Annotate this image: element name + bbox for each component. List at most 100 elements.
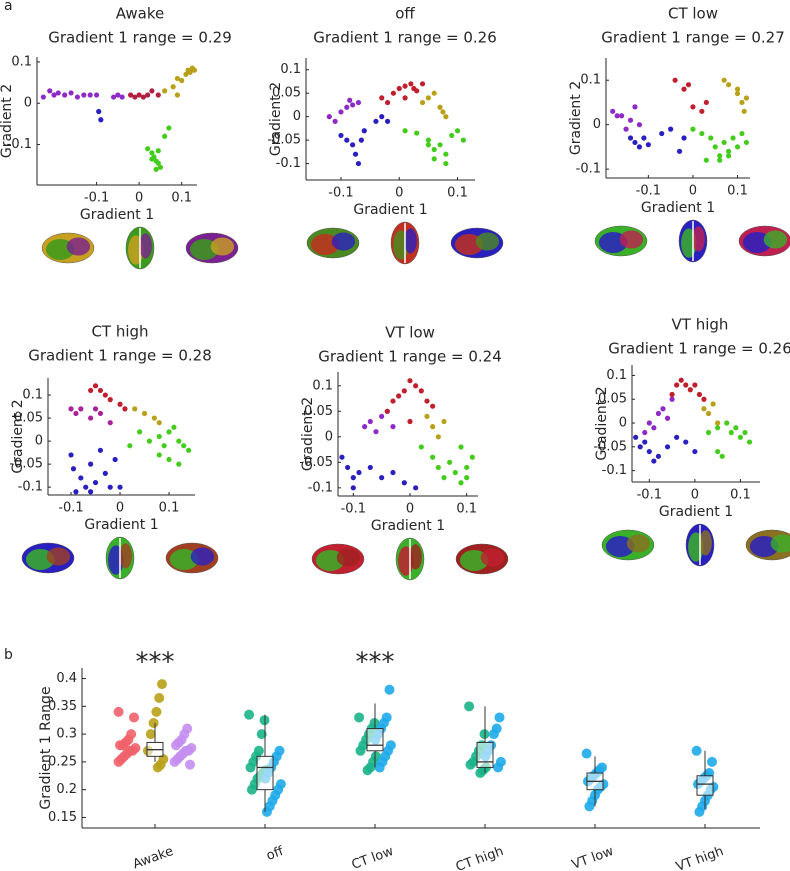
point	[145, 146, 151, 152]
brain-region	[336, 548, 361, 567]
point	[47, 88, 53, 94]
significance: ***	[356, 648, 395, 678]
point	[660, 406, 666, 412]
point	[681, 135, 687, 141]
point	[113, 706, 124, 717]
y-axis-label: Gradient 1 Range	[38, 686, 54, 809]
point	[743, 139, 750, 146]
point	[390, 424, 396, 430]
point	[148, 718, 159, 728]
point	[113, 756, 124, 767]
x-tick-label: -0.1	[58, 501, 83, 516]
point	[355, 160, 362, 167]
x-tick-label: 0	[689, 184, 697, 199]
x-tick-label: CT high	[454, 844, 506, 871]
x-tick-label: -0.1	[328, 186, 353, 201]
point	[705, 410, 712, 417]
point	[692, 382, 698, 388]
point	[390, 469, 396, 476]
y-tick-label: 0.3	[56, 727, 77, 742]
point	[117, 401, 123, 407]
point	[73, 410, 79, 417]
point	[715, 425, 721, 431]
point	[166, 429, 172, 435]
point	[176, 438, 182, 444]
point	[146, 438, 153, 444]
point	[162, 88, 168, 94]
y-tick-label: 0	[293, 109, 301, 124]
point	[721, 77, 727, 83]
x-axis-label: Gradient 1	[659, 504, 733, 520]
chart-subtitle: Gradient 1 range = 0.27	[601, 29, 785, 47]
point	[151, 415, 157, 421]
point	[425, 95, 431, 101]
point	[402, 95, 408, 101]
point	[715, 448, 721, 455]
brain-region	[626, 534, 651, 553]
y-tick-label: 0.1	[312, 378, 333, 393]
point	[326, 114, 332, 120]
point	[185, 759, 195, 770]
chart-title: CT high	[91, 323, 148, 341]
point	[174, 75, 181, 82]
point	[674, 382, 680, 388]
brain-region	[404, 228, 417, 254]
y-tick-label: 0.05	[14, 411, 43, 426]
point	[743, 95, 750, 101]
y-tick-label: 0.35	[48, 699, 77, 714]
point	[344, 104, 350, 110]
point	[384, 684, 395, 695]
point	[379, 114, 385, 120]
x-axis-label: Gradient 1	[371, 518, 445, 534]
point	[384, 118, 391, 124]
point	[699, 108, 705, 114]
chart-subtitle: Gradient 1 range = 0.26	[313, 29, 497, 47]
point	[465, 759, 476, 770]
chart-title: off	[395, 5, 415, 23]
point	[715, 420, 721, 426]
y-tick-label: 0.15	[48, 810, 77, 825]
point	[739, 99, 745, 106]
point	[493, 762, 504, 773]
y-tick-label: 0.1	[22, 388, 43, 403]
point	[68, 90, 74, 96]
point	[452, 469, 458, 476]
point	[117, 484, 123, 490]
point	[464, 701, 475, 712]
point	[384, 408, 390, 414]
x-tick-label: -0.1	[341, 502, 366, 517]
point	[690, 126, 696, 132]
point	[430, 454, 436, 460]
brain-region	[475, 232, 500, 251]
point	[166, 125, 172, 131]
point	[78, 406, 84, 412]
brain-region	[409, 544, 422, 570]
point	[141, 410, 148, 417]
point	[645, 142, 651, 148]
point	[169, 756, 180, 767]
point	[68, 406, 74, 412]
x-tick-label: 0.1	[456, 502, 477, 517]
point	[92, 383, 99, 389]
point	[352, 151, 359, 157]
point	[646, 420, 652, 426]
point	[746, 439, 753, 445]
point	[338, 109, 344, 115]
point	[396, 85, 402, 92]
brain-region	[210, 237, 235, 256]
x-axis-label: Gradient 1	[641, 200, 715, 216]
point	[610, 108, 616, 114]
panel-label: b	[4, 647, 13, 663]
point	[431, 146, 437, 153]
x-axis-label: Gradient 1	[353, 202, 427, 218]
point	[155, 160, 161, 166]
x-tick-label: 0.1	[159, 501, 180, 516]
point	[132, 94, 138, 100]
y-tick-label: -0.1	[18, 480, 43, 495]
point	[339, 454, 345, 460]
point	[614, 113, 620, 119]
point	[734, 86, 741, 92]
point	[651, 425, 657, 431]
point	[157, 164, 164, 170]
brain-region	[119, 543, 132, 569]
